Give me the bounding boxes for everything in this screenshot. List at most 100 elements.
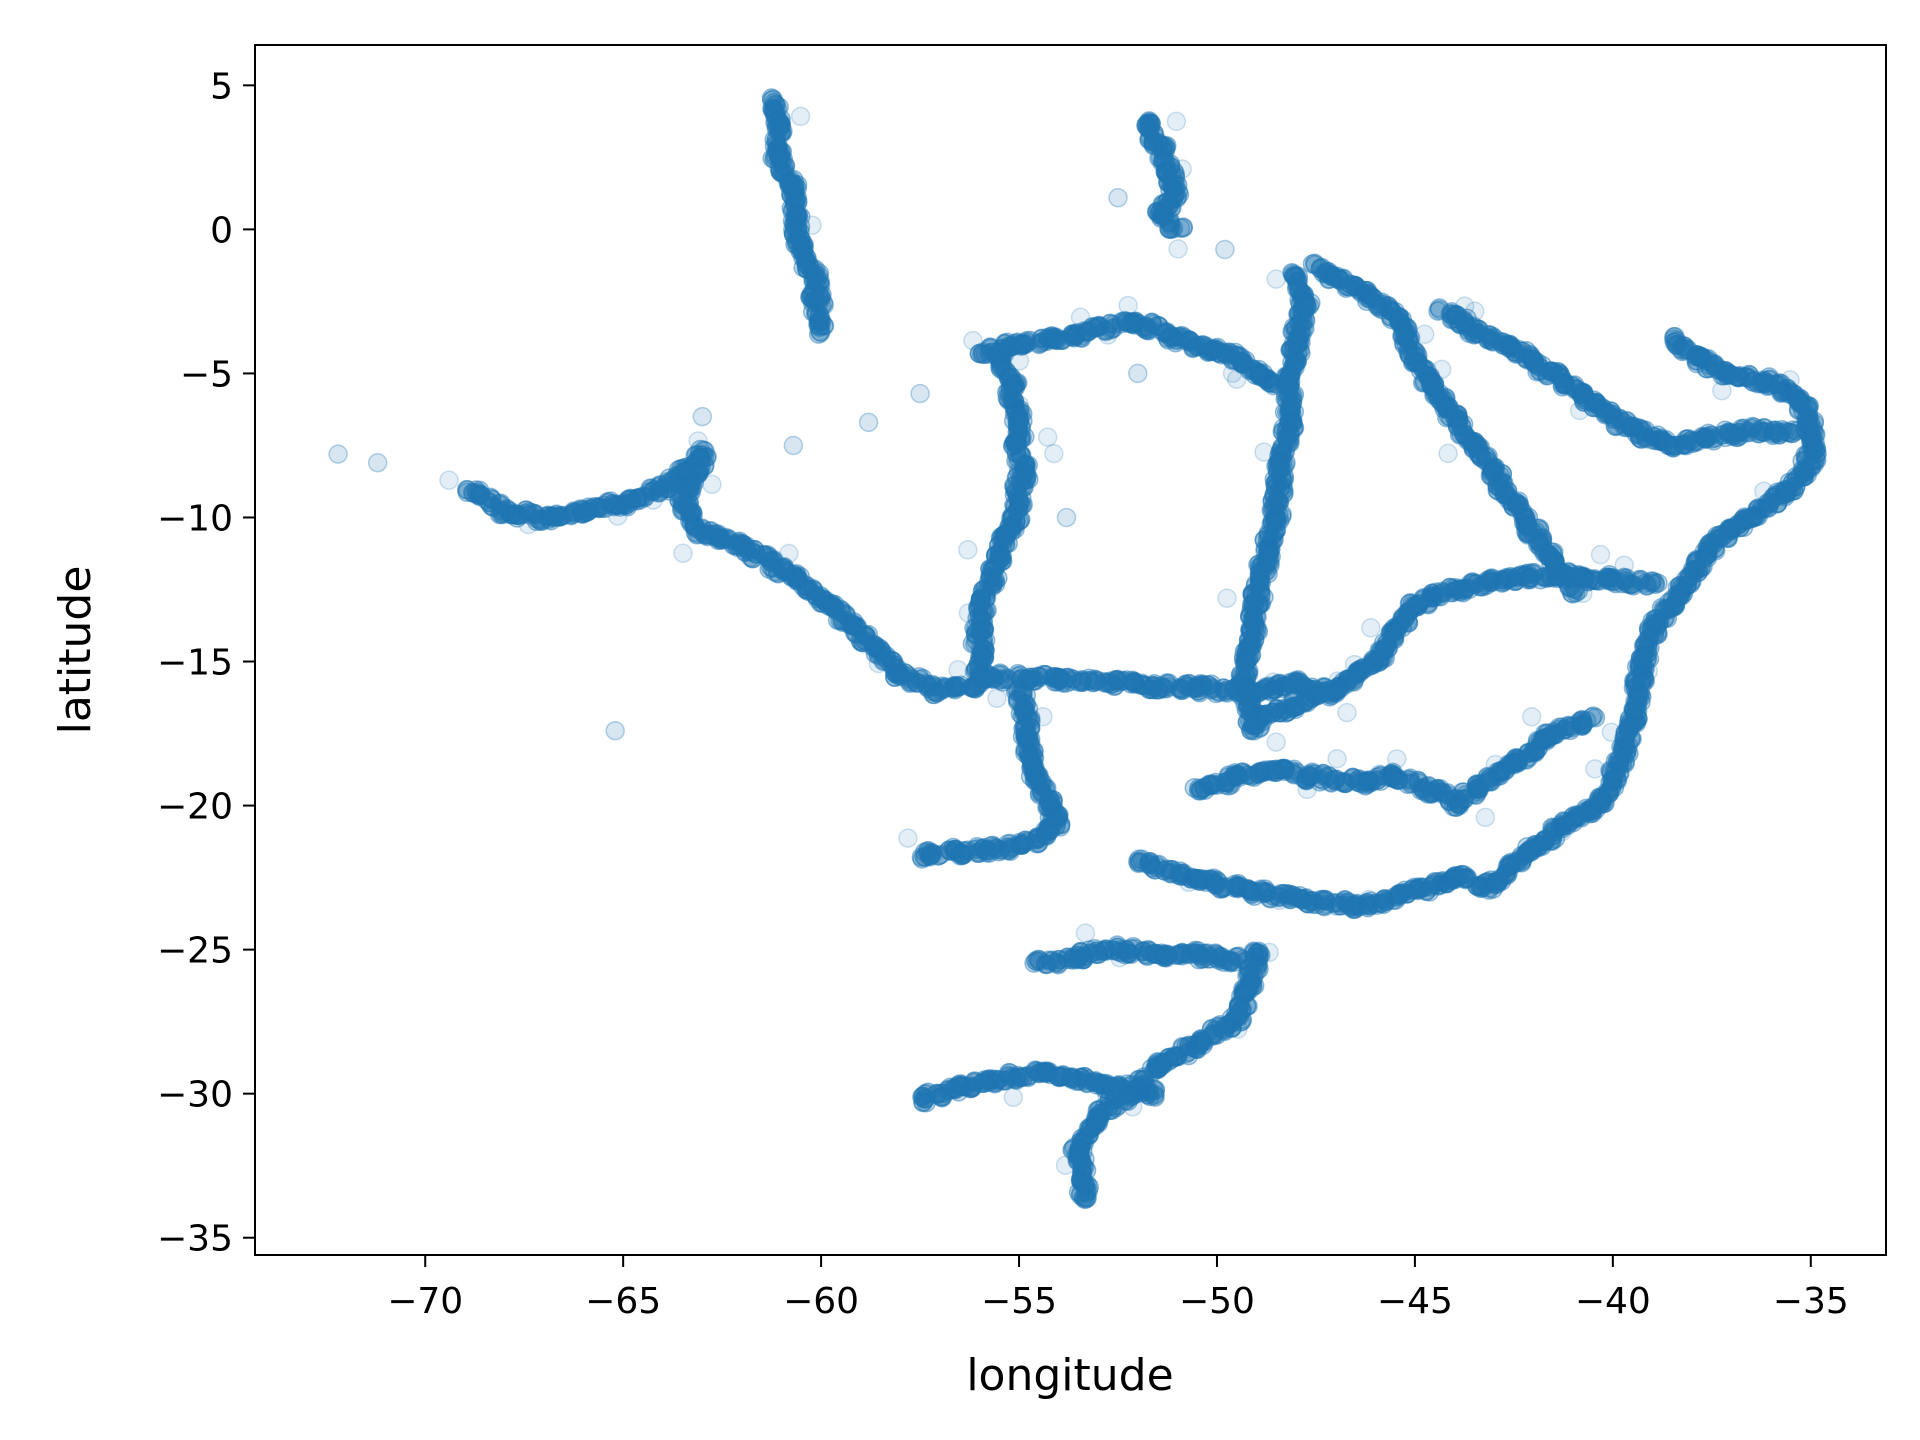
data-point — [489, 504, 510, 525]
data-point — [610, 497, 630, 517]
data-point — [787, 221, 808, 241]
data-point — [1160, 156, 1181, 177]
data-point — [628, 488, 648, 508]
data-point — [627, 488, 648, 509]
data-point — [768, 138, 788, 159]
data-point — [1156, 160, 1176, 180]
data-point — [666, 471, 687, 492]
data-point — [768, 136, 788, 156]
data-point — [764, 129, 784, 150]
data-point — [546, 505, 566, 525]
data-point — [598, 493, 619, 513]
data-point — [788, 235, 809, 256]
data-point — [764, 147, 785, 168]
data-point — [1712, 380, 1732, 401]
data-point — [790, 229, 811, 250]
data-point — [761, 88, 782, 108]
data-point — [479, 492, 499, 513]
data-point — [1159, 219, 1180, 240]
data-point — [495, 500, 515, 521]
data-point — [785, 194, 806, 214]
data-point — [797, 252, 817, 273]
data-point — [691, 457, 711, 477]
data-point — [669, 471, 689, 491]
data-point — [1151, 205, 1172, 226]
data-point — [567, 501, 588, 521]
data-point — [656, 478, 677, 499]
data-point — [609, 495, 629, 516]
data-point — [788, 207, 808, 228]
data-point — [524, 503, 545, 524]
data-point — [1139, 113, 1159, 134]
data-point — [691, 450, 712, 470]
data-point — [648, 477, 668, 497]
data-point — [507, 505, 527, 526]
data-point — [794, 236, 814, 257]
data-point — [530, 511, 551, 531]
data-point — [1173, 218, 1193, 238]
data-point — [809, 288, 830, 308]
data-point — [800, 287, 820, 307]
data-point — [688, 431, 708, 451]
data-point — [1165, 168, 1186, 189]
data-point — [793, 257, 814, 278]
data-point — [503, 504, 523, 525]
data-point — [1158, 172, 1178, 192]
data-point — [784, 169, 804, 190]
data-point — [542, 506, 563, 527]
data-point — [480, 487, 501, 508]
data-point — [671, 458, 691, 479]
data-point — [545, 507, 566, 527]
data-point — [806, 264, 826, 285]
data-point — [586, 497, 606, 518]
data-point — [1162, 198, 1182, 218]
data-point — [676, 457, 697, 477]
data-point — [1585, 759, 1605, 779]
data-point — [682, 477, 703, 497]
data-point — [641, 478, 662, 499]
data-point — [470, 485, 490, 505]
data-point — [1157, 162, 1177, 183]
data-point — [784, 213, 804, 233]
data-point — [1155, 206, 1175, 227]
data-point — [780, 184, 801, 205]
data-point — [797, 255, 817, 275]
data-point — [1782, 382, 1802, 403]
data-point — [572, 502, 592, 523]
data-point — [675, 462, 695, 482]
data-point — [1154, 204, 1175, 224]
data-point — [771, 115, 792, 136]
data-point — [1158, 173, 1178, 193]
data-point — [1164, 186, 1185, 206]
data-point — [575, 502, 596, 523]
data-point — [577, 502, 597, 522]
points-layer — [328, 88, 1827, 1210]
data-point — [794, 240, 814, 261]
data-point — [1155, 150, 1176, 171]
data-point — [1143, 130, 1164, 151]
data-point — [786, 204, 806, 224]
data-point — [1009, 395, 1030, 415]
data-point — [616, 495, 636, 516]
data-point — [618, 489, 639, 510]
data-point — [508, 505, 529, 526]
data-point — [1139, 119, 1159, 139]
data-point — [802, 302, 823, 322]
data-point — [549, 507, 570, 527]
data-point — [457, 482, 477, 503]
data-point — [680, 482, 700, 503]
data-point — [529, 509, 550, 530]
data-point — [764, 92, 785, 113]
data-point — [1152, 207, 1172, 227]
data-point — [1161, 219, 1182, 240]
data-point — [771, 163, 792, 183]
data-point — [771, 109, 791, 129]
data-point — [1153, 151, 1173, 171]
data-point — [783, 224, 804, 244]
data-point — [781, 198, 802, 218]
data-point — [1262, 532, 1283, 552]
data-point — [1166, 111, 1187, 132]
data-point — [790, 106, 811, 127]
data-point — [786, 211, 806, 231]
data-point — [768, 148, 789, 168]
